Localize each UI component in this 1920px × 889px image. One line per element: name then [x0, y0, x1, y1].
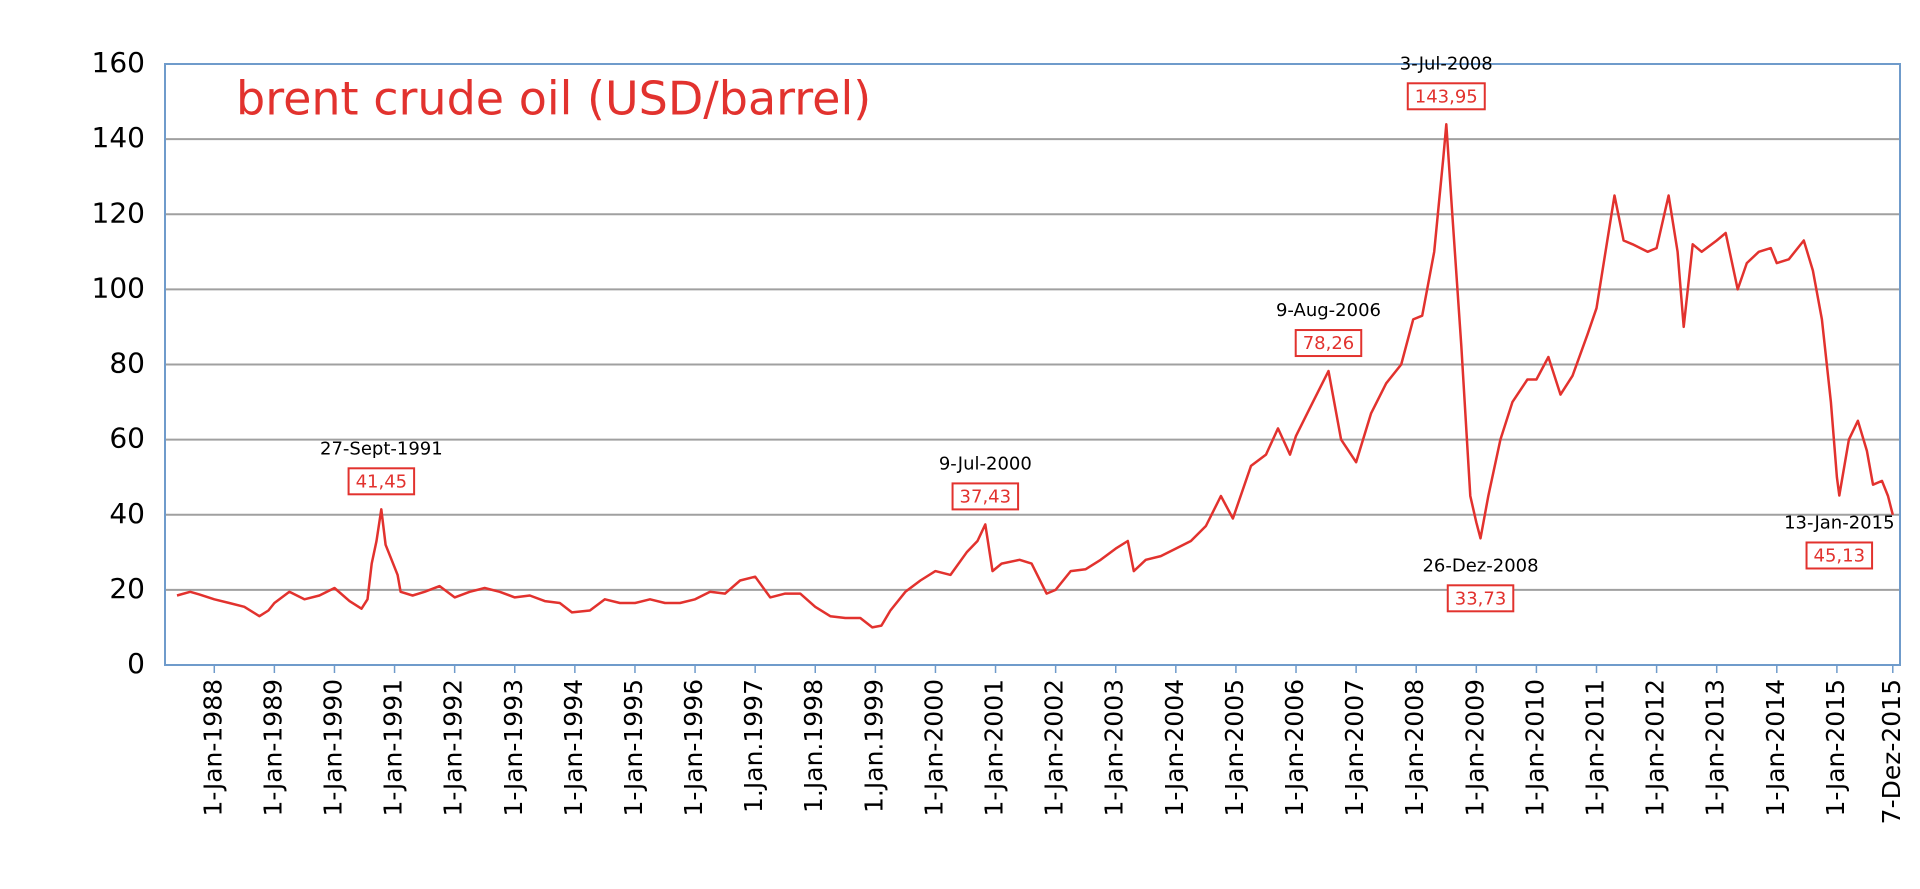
x-tick-label: 1-Jan-1993 — [499, 679, 528, 817]
annotation-date: 3-Jul-2008 — [1400, 53, 1493, 74]
x-tick-label: 1-Jan-2001 — [980, 679, 1009, 817]
y-tick-label: 160 — [92, 46, 145, 79]
x-tick-label: 1.Jan.1999 — [859, 679, 888, 813]
annotation-date: 27-Sept-1991 — [320, 438, 443, 459]
x-tick-label: 1-Jan-1989 — [258, 679, 287, 817]
x-tick-label: 1.Jan.1998 — [799, 679, 828, 813]
x-tick-label: 1-Jan-2007 — [1340, 679, 1369, 817]
y-tick-label: 0 — [127, 647, 145, 680]
annotation-date: 9-Jul-2000 — [939, 453, 1032, 474]
y-tick-label: 20 — [109, 572, 145, 605]
x-tick-label: 1-Jan-2003 — [1100, 679, 1129, 817]
y-tick-label: 80 — [109, 347, 145, 380]
chart-title: brent crude oil (USD/barrel) — [236, 72, 871, 126]
x-tick-label: 1-Jan-2006 — [1280, 679, 1309, 817]
x-tick-label: 1-Jan-1992 — [439, 679, 468, 817]
x-tick-label: 1-Jan-1996 — [679, 679, 708, 817]
x-tick-label: 1-Jan-1995 — [619, 679, 648, 817]
x-tick-label: 1-Jan-1990 — [318, 679, 347, 817]
x-tick-label: 1.Jan.1997 — [739, 679, 768, 813]
x-tick-label: 1-Jan-1994 — [559, 679, 588, 817]
x-tick-label: 1-Jan-1991 — [379, 679, 408, 817]
x-tick-label: 1-Jan-2013 — [1701, 679, 1730, 817]
plot-border — [164, 63, 1901, 666]
x-tick-label: 1-Jan-2014 — [1761, 679, 1790, 817]
annotation-box — [1406, 82, 1486, 111]
x-tick-label: 1-Jan-2011 — [1581, 679, 1610, 817]
x-tick-label: 1-Jan-2010 — [1520, 679, 1549, 817]
annotation-value: 45,13 — [1814, 545, 1866, 566]
y-tick-label: 140 — [92, 121, 145, 154]
annotation-date: 13-Jan-2015 — [1784, 512, 1894, 533]
y-tick-label: 60 — [109, 422, 145, 455]
x-tick-label: 1-Jan-2004 — [1160, 679, 1189, 817]
annotation-value: 41,45 — [356, 471, 408, 492]
annotation-box — [951, 482, 1020, 511]
annotation-value: 37,43 — [960, 486, 1012, 507]
annotation-date: 9-Aug-2006 — [1276, 300, 1381, 321]
x-tick-label: 1-Jan-2008 — [1400, 679, 1429, 817]
y-tick-label: 120 — [92, 196, 145, 229]
annotation-value: 33,73 — [1455, 588, 1507, 609]
annotation-box — [1446, 584, 1515, 613]
x-tick-label: 1-Jan-1988 — [198, 679, 227, 817]
x-tick-label: 1-Jan-2005 — [1220, 679, 1249, 817]
annotation-date: 26-Dez-2008 — [1422, 555, 1538, 576]
x-tick-label: 1-Jan-2015 — [1821, 679, 1850, 817]
x-tick-label: 1-Jan-2012 — [1641, 679, 1670, 817]
annotation-box — [1294, 329, 1363, 358]
x-tick-label: 1-Jan-2000 — [919, 679, 948, 817]
y-tick-label: 40 — [109, 497, 145, 530]
x-tick-label: 1-Jan-2009 — [1460, 679, 1489, 817]
price-line — [176, 123, 1895, 629]
annotation-box — [347, 467, 416, 496]
y-tick-label: 100 — [92, 271, 145, 304]
annotation-box — [1805, 541, 1874, 570]
x-tick-label: 1-Jan-2002 — [1040, 679, 1069, 817]
x-tick-label: 7-Dez-2015 — [1877, 679, 1906, 824]
annotation-value: 143,95 — [1415, 86, 1478, 107]
annotation-value: 78,26 — [1303, 333, 1355, 354]
